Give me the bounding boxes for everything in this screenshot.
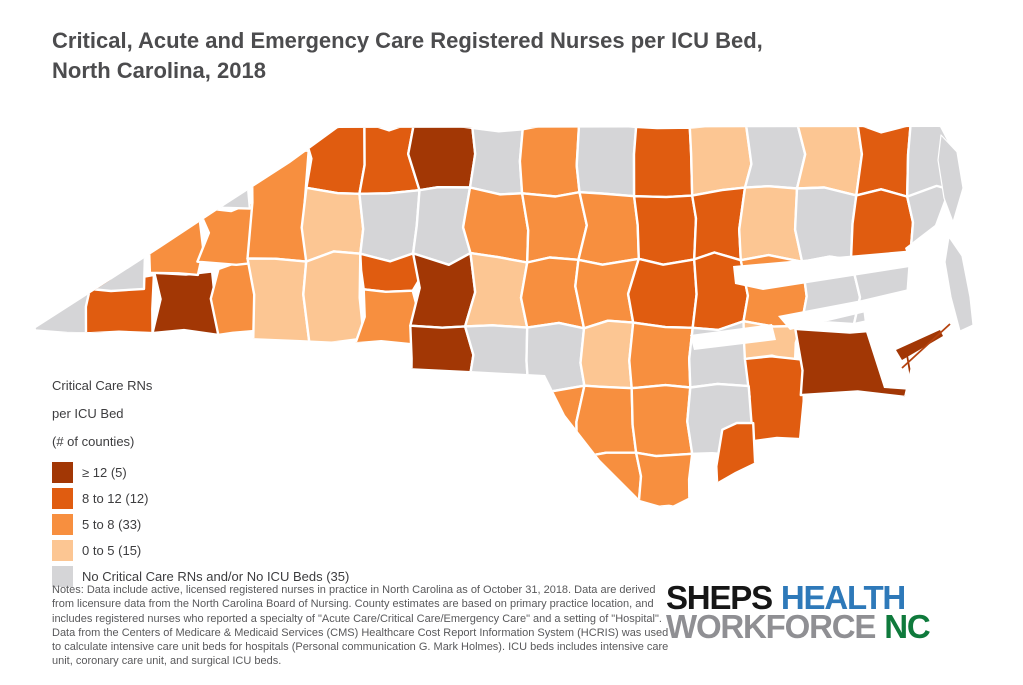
sound-water [733,248,942,290]
legend-items: ≥ 12 (5) 8 to 12 (12) 5 to 8 (33) 0 to 5… [52,459,349,589]
county-shape [358,188,421,263]
county-shape [575,384,638,460]
county-shape [632,194,698,266]
county-shape [302,250,366,345]
legend-heading: Critical Care RNs per ICU Bed (# of coun… [52,372,349,456]
county-shape [52,221,147,293]
legend-label: 8 to 12 (12) [82,490,149,506]
legend-swatch-8to12 [52,487,73,509]
legend-swatch-none [52,565,73,587]
outer-banks [944,236,974,332]
county-shape [519,256,586,330]
county-shape [151,270,220,337]
county-shape [147,208,205,277]
county-shape [194,142,252,210]
county-shape [299,127,366,196]
county-shape [521,383,586,460]
county-shape [525,321,586,394]
legend-swatch-ge12 [52,461,73,483]
county-shape [793,186,858,263]
legend-label: No Critical Care RNs and/or No ICU Beds … [82,568,350,584]
logo-line1: SHEPS HEALTH [666,581,929,614]
county-shape [300,186,365,263]
county-shape [630,383,694,458]
sound-water [862,284,930,390]
legend-row: 0 to 5 (15) [52,537,349,563]
legend-heading-line3: (# of counties) [52,434,135,449]
sound-water [690,324,776,350]
county-shape [634,451,694,508]
logo-line2: WORKFORCE NC [666,610,931,643]
county-shape [468,127,524,196]
county-shape [575,127,638,198]
county-shape [626,257,698,329]
figure-notes: Notes: Data include active, licensed reg… [52,584,669,668]
county-shape [688,127,753,197]
county-shape [743,127,807,190]
figure-title-line1: Critical, Acute and Emergency Care Regis… [52,28,763,53]
county-shape [691,251,750,332]
county-shape [715,421,763,505]
legend-swatch-0to5 [52,539,73,561]
legend-row: No Critical Care RNs and/or No ICU Beds … [52,563,349,589]
figure-title: Critical, Acute and Emergency Care Regis… [52,26,872,85]
outer-banks [937,134,964,223]
legend-heading-line2: per ICU Bed [52,406,124,421]
county-shape [632,127,694,199]
county-shape [246,257,311,348]
county-shape [579,319,635,390]
county-shape [246,145,310,263]
map-legend: Critical Care RNs per ICU Bed (# of coun… [52,372,349,589]
county-shape [461,186,530,264]
county-shape [518,127,581,198]
logo-word-workforce: WORKFORCE [666,608,876,645]
shoal-line [901,323,951,369]
legend-label: 5 to 8 (33) [82,516,142,532]
figure-title-line2: North Carolina, 2018 [52,57,266,83]
legend-row: 5 to 8 (33) [52,511,349,537]
county-shape [628,321,694,390]
county-shape [572,451,643,508]
county-shape [795,127,864,197]
sheps-workforce-logo: SHEPS HEALTH WORKFORCE NC [666,581,931,643]
county-shape [520,190,588,264]
county-shape [691,186,747,262]
legend-row: 8 to 12 (12) [52,485,349,511]
legend-row: ≥ 12 (5) [52,459,349,485]
legend-swatch-5to8 [52,513,73,535]
county-shape [577,190,640,266]
legend-label: 0 to 5 (15) [82,542,142,558]
county-shape [463,251,529,329]
county-shape [849,188,915,263]
cape-lookout-tail [896,330,943,360]
legend-heading-line1: Critical Care RNs [52,378,153,393]
legend-label: ≥ 12 (5) [82,464,127,480]
logo-word-sheps: SHEPS [666,579,773,616]
county-shape [738,184,804,263]
county-shape [411,185,472,266]
county-shape [407,127,477,192]
county-shape [409,324,475,394]
county-shape [463,324,530,397]
sound-water [778,300,866,330]
county-shape [855,127,912,198]
logo-word-nc: NC [884,608,930,645]
logo-word-health: HEALTH [780,579,906,616]
county-shape [409,251,477,329]
